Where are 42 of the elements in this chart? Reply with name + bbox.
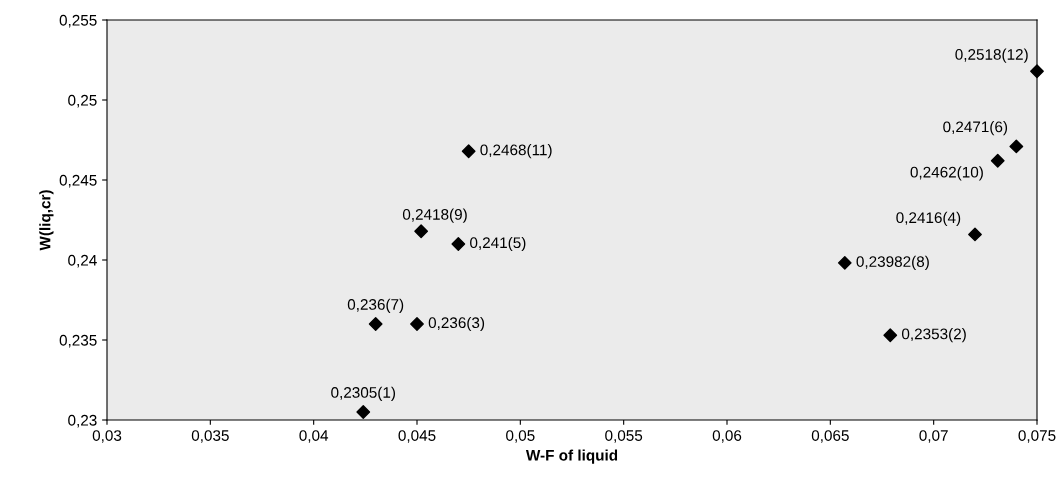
x-tick-label: 0,05 xyxy=(506,430,535,443)
y-tick-label: 0,255 xyxy=(59,14,97,28)
point xyxy=(368,317,383,331)
data-label: 0,23982(8) xyxy=(856,255,929,270)
point xyxy=(1030,64,1044,79)
data-label: 0,236(7) xyxy=(347,298,404,313)
data-label: 0,2416(4) xyxy=(896,211,961,227)
x-tick-label: 0,075 xyxy=(1018,430,1056,443)
y-tick-label: 0,24 xyxy=(68,254,97,268)
x-axis-title: W-F of liquid xyxy=(525,449,618,464)
x-tick-label: 0,035 xyxy=(191,430,229,443)
data-label: 0,2353(2) xyxy=(901,328,966,343)
data-label: 0,241(5) xyxy=(470,236,526,252)
y-tick-label: 0,245 xyxy=(59,174,97,188)
data-label: 0,2468(11) xyxy=(480,144,552,159)
data-label: 0,2418(9) xyxy=(402,208,467,223)
x-tick-label: 0,06 xyxy=(712,430,742,443)
data-label: 0,2462(10) xyxy=(910,166,983,181)
x-tick-label: 0,055 xyxy=(605,430,643,443)
data-label: 0,2518(12) xyxy=(955,48,1028,63)
point xyxy=(990,153,1005,168)
y-axis-title: W(liq,cr) xyxy=(39,190,54,251)
point xyxy=(837,255,852,270)
point xyxy=(883,328,898,343)
point xyxy=(356,405,371,419)
y-tick-label: 0,235 xyxy=(59,334,97,348)
point xyxy=(410,317,424,331)
y-tick-label: 0,25 xyxy=(68,94,97,108)
y-tick-label: 0,23 xyxy=(68,414,97,428)
point xyxy=(968,227,982,242)
x-tick-label: 0,04 xyxy=(299,430,329,443)
x-tick-label: 0,065 xyxy=(811,430,849,443)
x-tick-label: 0,045 xyxy=(398,430,436,443)
point xyxy=(451,237,466,251)
point xyxy=(1009,139,1024,154)
x-tick-label: 0,03 xyxy=(92,430,122,443)
point xyxy=(414,224,429,239)
data-label: 0,236(3) xyxy=(428,316,485,332)
data-label: 0,2471(6) xyxy=(943,121,1008,136)
data-label: 0,2305(1) xyxy=(331,386,396,401)
x-tick-label: 0,07 xyxy=(919,430,948,443)
point xyxy=(461,144,476,159)
